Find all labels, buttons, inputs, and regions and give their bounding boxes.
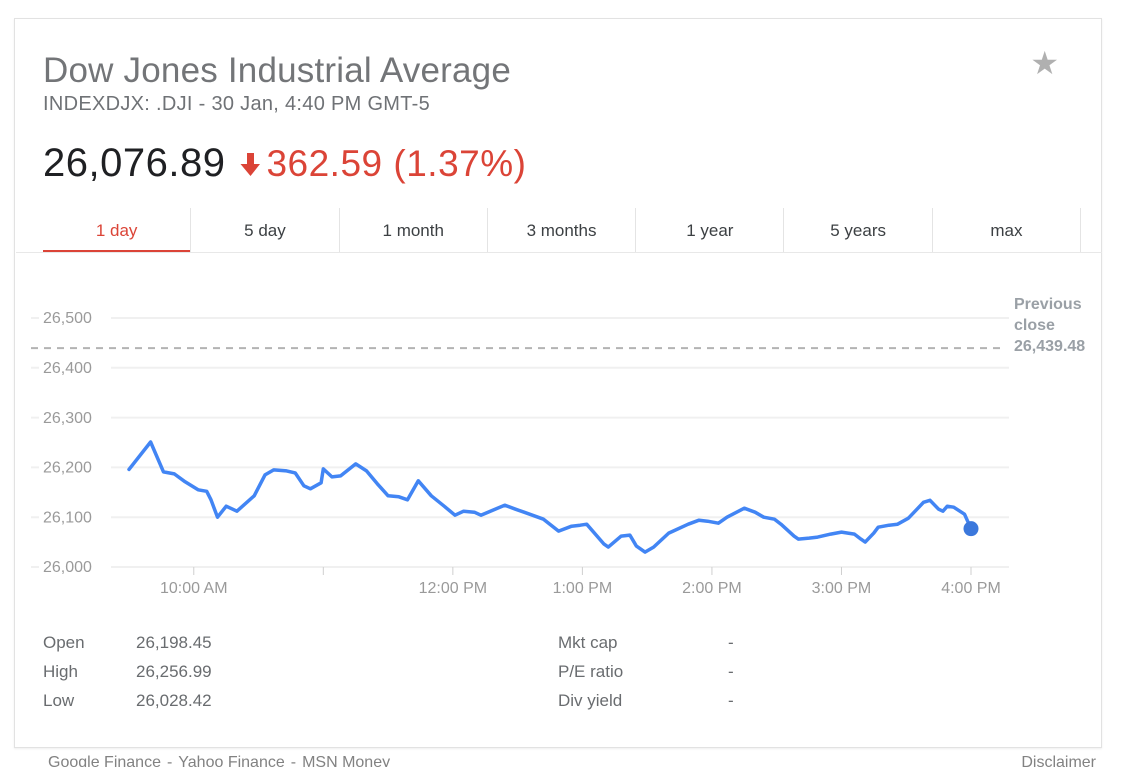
previous-close-line2: close	[1014, 317, 1055, 334]
stat-label: P/E ratio	[558, 661, 624, 681]
stat-row: P/E ratio -	[558, 657, 734, 686]
y-label-bg	[39, 356, 111, 379]
x-axis-label: 12:00 PM	[419, 580, 487, 597]
stat-row: High 26,256.99	[43, 657, 212, 686]
y-axis-label: 26,300	[43, 410, 92, 427]
disclaimer-link[interactable]: Disclaimer	[1021, 754, 1096, 767]
x-axis-label: 4:00 PM	[941, 580, 1001, 597]
price-down-arrow-icon	[239, 150, 262, 178]
stats-right-column: Mkt cap - P/E ratio - Div yield -	[558, 628, 734, 715]
instrument-subtitle: INDEXDJX: .DJI - 30 Jan, 4:40 PM GMT-5	[43, 93, 431, 115]
y-axis-label: 26,400	[43, 360, 92, 377]
stat-value: -	[728, 690, 734, 710]
y-axis-label: 26,500	[43, 310, 92, 327]
stat-row: Open 26,198.45	[43, 628, 212, 657]
footer-sources: Google Finance - Yahoo Finance - MSN Money	[48, 754, 390, 767]
stat-label: High	[43, 661, 78, 681]
stat-row: Div yield -	[558, 686, 734, 715]
tab-1-year[interactable]: 1 year	[636, 208, 785, 253]
tab-1-day[interactable]: 1 day	[43, 208, 192, 253]
stat-value: -	[728, 661, 734, 681]
stat-value: 26,028.42	[136, 690, 212, 710]
footer-link-yahoo-finance[interactable]: Yahoo Finance	[178, 754, 285, 767]
tab-3-months[interactable]: 3 months	[488, 208, 637, 253]
instrument-title: Dow Jones Industrial Average	[43, 51, 511, 90]
stat-label: Mkt cap	[558, 632, 618, 652]
x-axis-label: 1:00 PM	[553, 580, 613, 597]
y-axis-label: 26,000	[43, 559, 92, 576]
series-endpoint-dot	[963, 521, 979, 537]
stat-row: Mkt cap -	[558, 628, 734, 657]
tabs-divider	[16, 252, 1102, 253]
x-axis-label: 10:00 AM	[160, 580, 228, 597]
tab-5-day[interactable]: 5 day	[191, 208, 340, 253]
finance-card: Dow Jones Industrial Average INDEXDJX: .…	[14, 18, 1102, 748]
active-tab-underline	[43, 250, 191, 253]
stat-label: Low	[43, 690, 75, 710]
price-chart[interactable]: 26,000 26,100 26,200 26,300 26,400 26,500 10:0…	[16, 259, 1102, 619]
x-axis-label: 2:00 PM	[682, 580, 742, 597]
previous-close-value: 26,439.48	[1014, 338, 1086, 355]
previous-close-label: Previous close 26,439.48	[1014, 294, 1114, 357]
stat-value: 26,256.99	[136, 661, 212, 681]
footer-link-msn-money[interactable]: MSN Money	[302, 754, 391, 767]
footer-link-google-finance[interactable]: Google Finance	[48, 754, 161, 767]
y-label-bg	[39, 506, 111, 529]
tab-1-month[interactable]: 1 month	[340, 208, 488, 253]
tab-5-years[interactable]: 5 years	[784, 208, 933, 253]
stats-left-column: Open 26,198.45 High 26,256.99 Low 26,028.42	[43, 628, 212, 715]
price-change: 362.59 (1.37%)	[266, 142, 527, 184]
footer: Google Finance - Yahoo Finance - MSN Money D…	[48, 754, 1096, 767]
x-axis-label: 3:00 PM	[812, 580, 872, 597]
watchlist-star-icon[interactable]: ★	[1030, 45, 1059, 81]
y-label-bg	[39, 406, 111, 429]
y-axis-label: 26,100	[43, 509, 92, 526]
stat-value: 26,198.45	[136, 632, 212, 652]
series-line	[127, 440, 973, 554]
stat-value: -	[728, 632, 734, 652]
y-axis-label: 26,200	[43, 460, 92, 477]
quote-row: 26,076.89 362.59 (1.37%)	[43, 141, 526, 186]
tab-max[interactable]: max	[933, 208, 1082, 253]
stat-row: Low 26,028.42	[43, 686, 212, 715]
previous-close-line1: Previous	[1014, 296, 1082, 313]
current-price: 26,076.89	[43, 141, 226, 185]
y-label-bg	[39, 556, 111, 578]
y-label-bg	[39, 456, 111, 479]
stat-label: Div yield	[558, 690, 623, 710]
stat-label: Open	[43, 632, 85, 652]
time-range-tabs: 1 day 5 day 1 month 3 months 1 year 5 years ma…	[43, 208, 1082, 253]
footer-separator: -	[290, 754, 297, 767]
footer-separator: -	[166, 754, 173, 767]
y-label-bg	[39, 307, 111, 329]
